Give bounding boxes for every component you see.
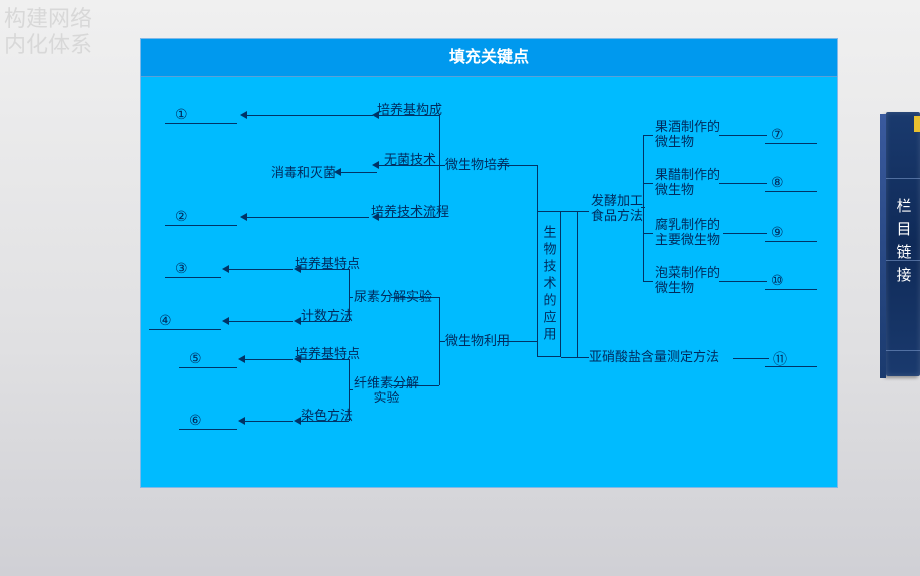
blank-3: ③ (175, 261, 188, 278)
blank-10: ⑩ (771, 273, 784, 290)
blank-9: ⑨ (771, 225, 784, 242)
sidebar-link[interactable]: 栏目链接 (886, 112, 920, 376)
sidebar-sep (886, 350, 920, 351)
fiber-branch-b: 染色方法 (301, 408, 353, 423)
culture-branch-a: 培养基构成 (377, 102, 442, 117)
node-fiber: 纤维素分解 实验 (354, 375, 419, 405)
sidebar-sep (886, 260, 920, 261)
culture-b-leaf: 消毒和灭菌 (271, 165, 336, 180)
node-use: 微生物利用 (445, 333, 510, 348)
diagram-panel: 填充关键点 生物技术的应用 微生物培养 微生物利用 发酵加工 食品方法 亚硝酸盐… (140, 38, 838, 488)
blank-5: ⑤ (189, 351, 202, 368)
blank-2: ② (175, 209, 188, 226)
ferment-out-c: 腐乳制作的 主要微生物 (655, 217, 720, 247)
ferment-out-b: 果醋制作的 微生物 (655, 167, 720, 197)
urea-branch-b: 计数方法 (301, 308, 353, 323)
blank-4: ④ (159, 313, 172, 330)
urea-branch-a: 培养基特点 (295, 256, 360, 271)
ferment-out-d: 泡菜制作的 微生物 (655, 265, 720, 295)
blank-7: ⑦ (771, 127, 784, 144)
fiber-branch-a: 培养基特点 (295, 346, 360, 361)
sidebar-sep (886, 178, 920, 179)
center-node: 生物技术的应用 (537, 211, 561, 357)
node-nitrite: 亚硝酸盐含量测定方法 (589, 349, 719, 364)
panel-title: 填充关键点 (141, 39, 837, 77)
blank-8: ⑧ (771, 175, 784, 192)
ferment-out-a: 果酒制作的 微生物 (655, 119, 720, 149)
node-ferment: 发酵加工 食品方法 (591, 193, 643, 223)
blank-1: ① (175, 107, 188, 124)
panel-body: 生物技术的应用 微生物培养 微生物利用 发酵加工 食品方法 亚硝酸盐含量测定方法… (141, 77, 837, 487)
corner-title: 构建网络 内化体系 (4, 6, 92, 58)
culture-branch-b: 无菌技术 (384, 152, 436, 167)
node-urea: 尿素分解实验 (354, 289, 432, 304)
blank-6: ⑥ (189, 413, 202, 430)
culture-branch-c: 培养技术流程 (371, 204, 449, 219)
sidebar-accent (914, 116, 920, 132)
node-culture: 微生物培养 (445, 157, 510, 172)
